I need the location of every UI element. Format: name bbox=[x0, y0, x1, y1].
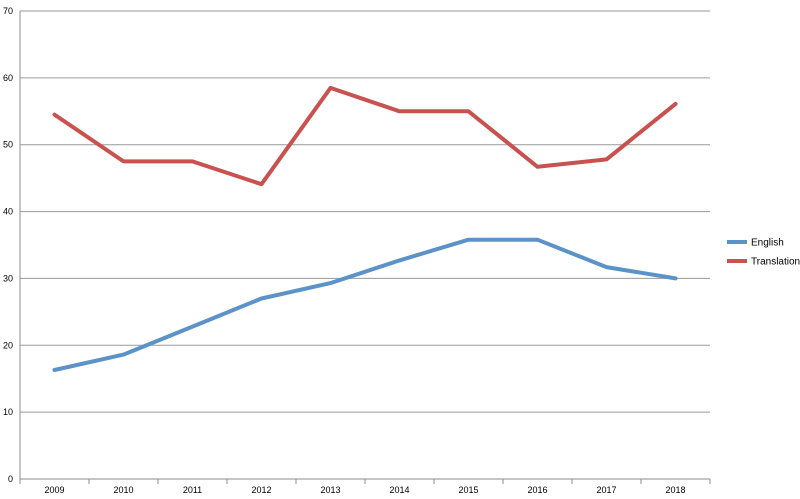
x-tick-label: 2009 bbox=[44, 485, 64, 495]
y-tick-label: 10 bbox=[3, 407, 13, 417]
x-tick-label: 2018 bbox=[665, 485, 685, 495]
y-tick-label: 60 bbox=[3, 73, 13, 83]
y-tick-label: 50 bbox=[3, 140, 13, 150]
series-lines bbox=[52, 85, 678, 372]
x-tick-label: 2014 bbox=[389, 485, 409, 495]
legend: English Translation bbox=[727, 238, 800, 268]
legend-label-translation: Translation bbox=[751, 257, 800, 268]
legend-label-english: English bbox=[751, 238, 784, 249]
x-tick-label: 2017 bbox=[596, 485, 616, 495]
axes bbox=[19, 11, 711, 484]
x-tick-label: 2010 bbox=[113, 485, 133, 495]
y-tick-label: 70 bbox=[3, 6, 13, 16]
y-tick-label: 0 bbox=[8, 474, 13, 484]
gridlines bbox=[20, 10, 710, 413]
x-tick-label: 2011 bbox=[183, 485, 202, 495]
x-tick-label: 2015 bbox=[458, 485, 478, 495]
y-tick-label: 20 bbox=[3, 340, 13, 350]
x-tick-label: 2012 bbox=[251, 485, 271, 495]
y-tick-label: 40 bbox=[3, 207, 13, 217]
series-line-english bbox=[52, 237, 678, 372]
y-axis-ticks: 0 10 20 30 40 50 60 70 bbox=[3, 6, 13, 484]
series-line-translation bbox=[52, 85, 678, 187]
x-tick-label: 2013 bbox=[320, 485, 340, 495]
x-tick-label: 2016 bbox=[527, 485, 547, 495]
y-tick-label: 30 bbox=[3, 273, 13, 283]
x-axis-ticks: 2009 2010 2011 2012 2013 2014 2015 2016 2017 2018 bbox=[44, 485, 685, 495]
